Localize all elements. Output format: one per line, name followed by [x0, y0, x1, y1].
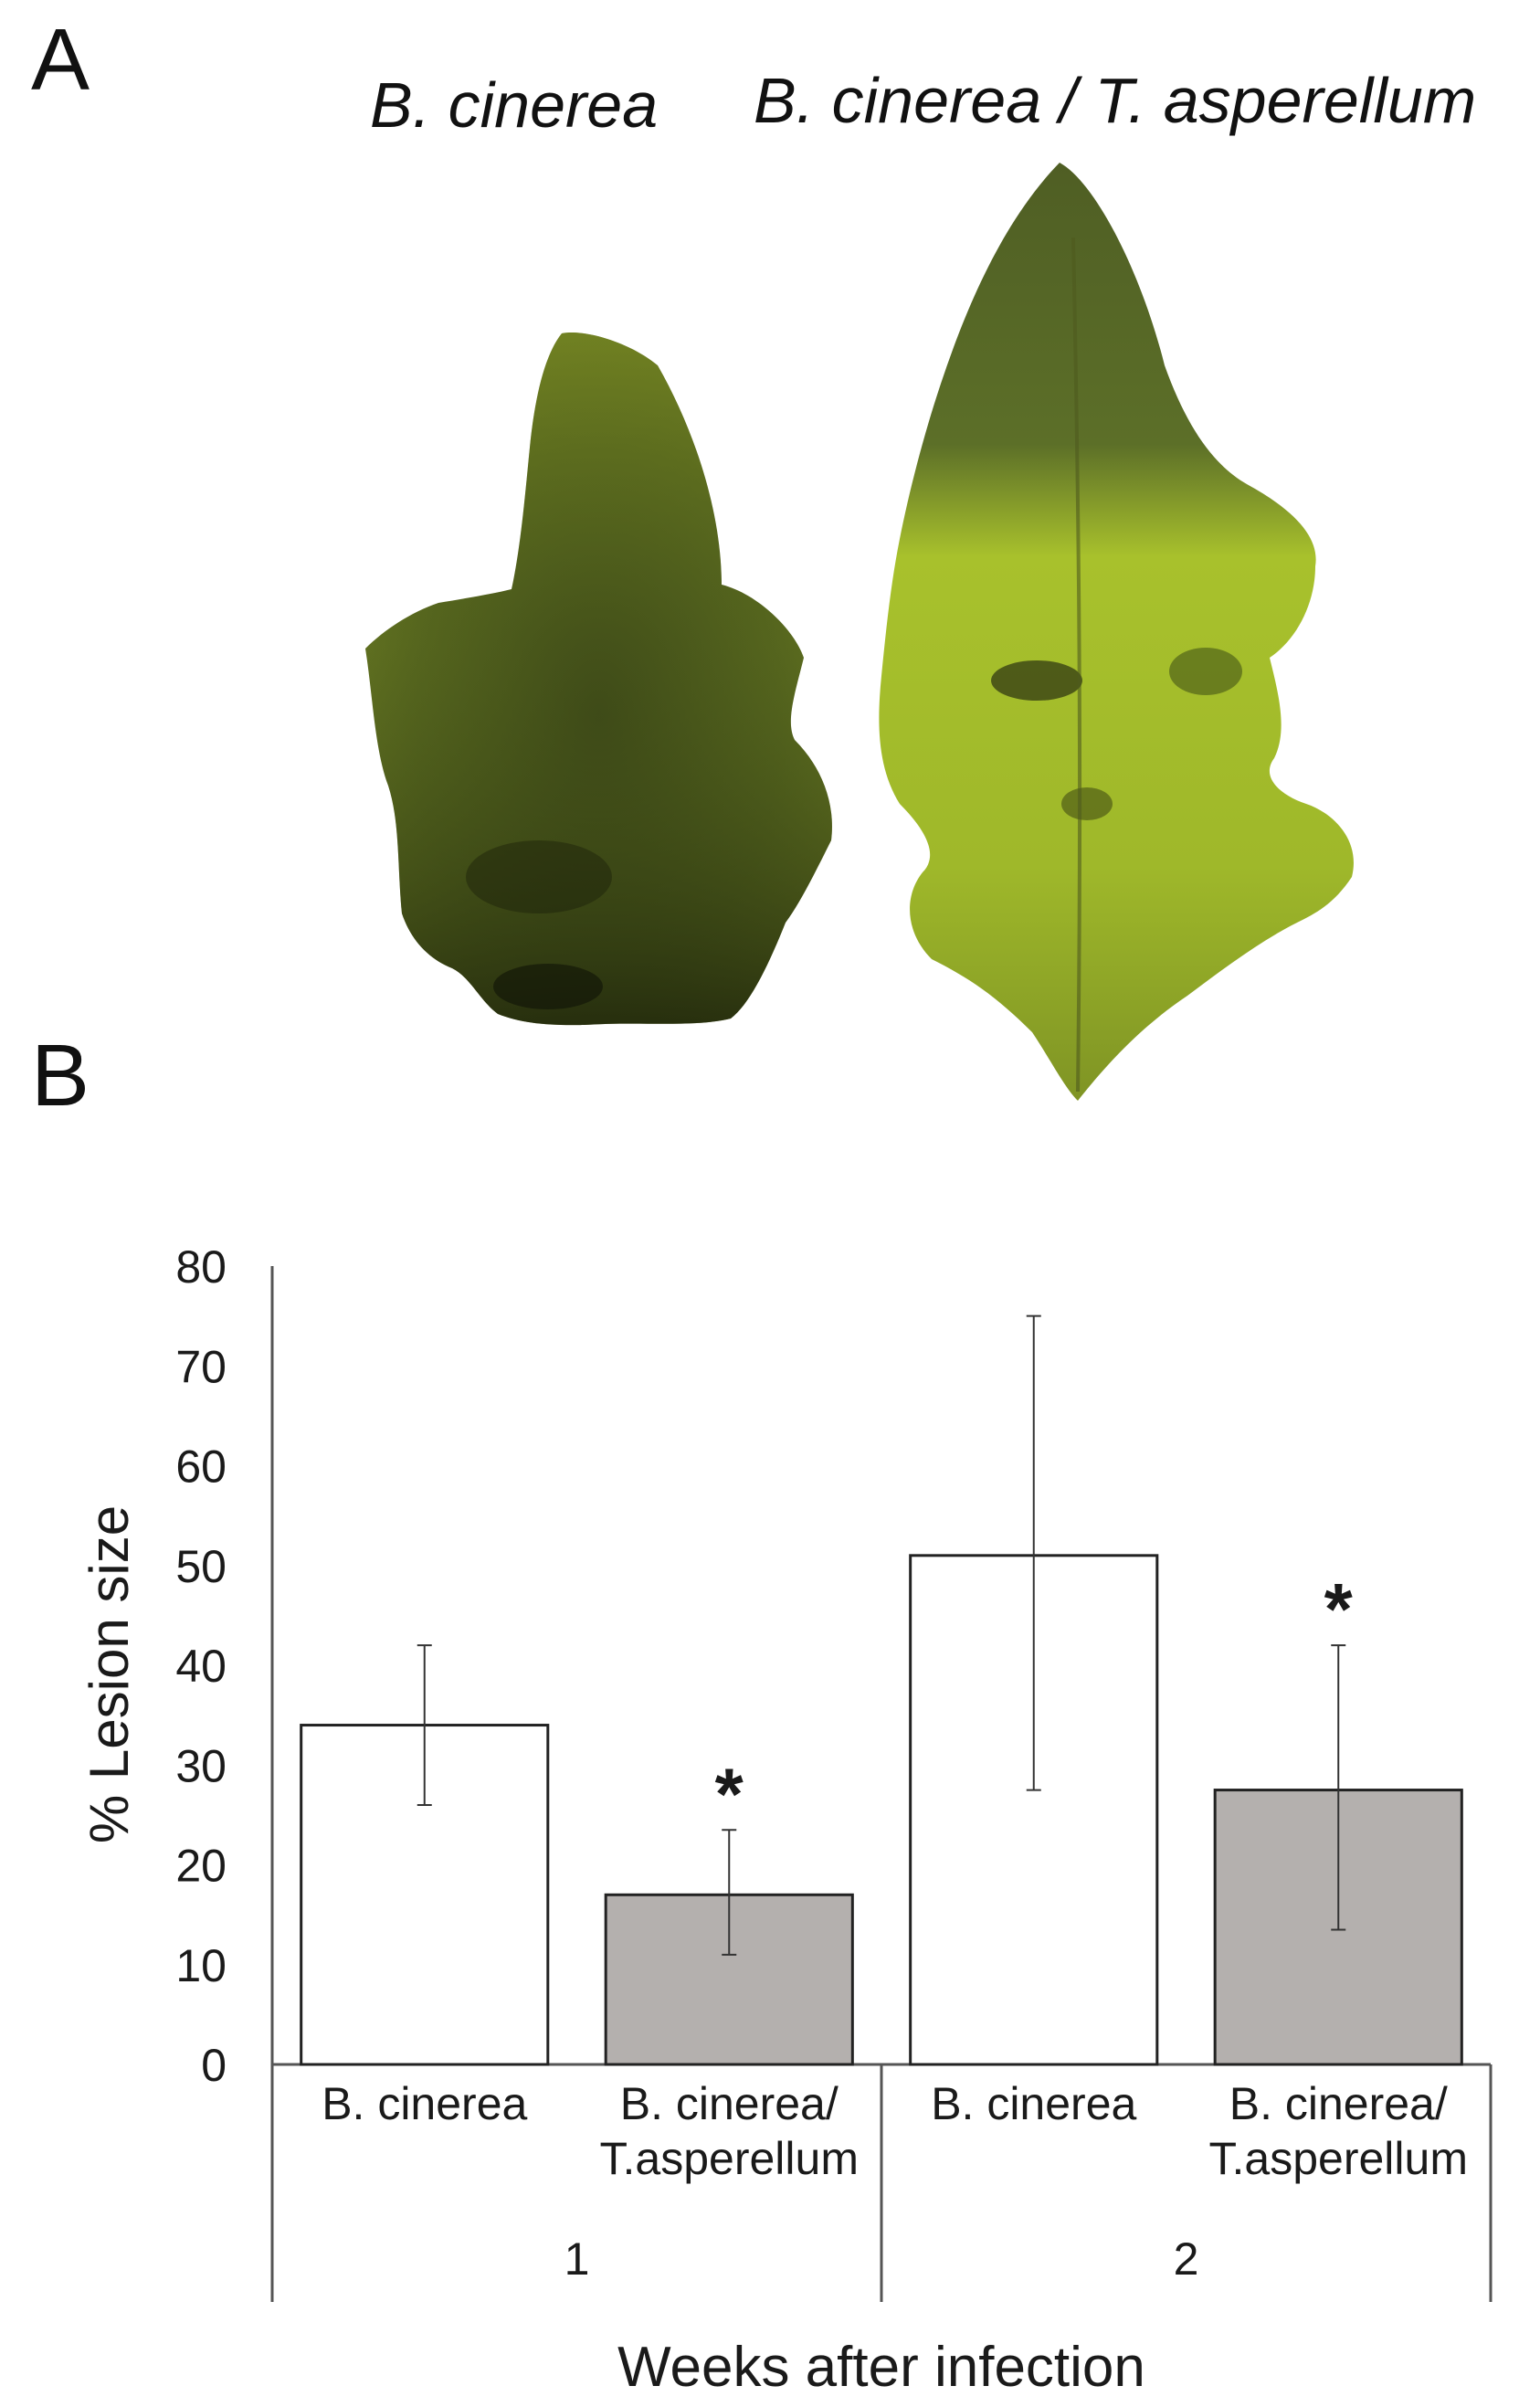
y-tick-label: 60: [175, 1441, 227, 1493]
y-tick-label: 30: [175, 1740, 227, 1791]
leaf-left-label: B. cinerea: [370, 69, 659, 141]
category-tick-label: T.asperellum: [1209, 2133, 1468, 2184]
y-tick-label: 20: [175, 1841, 227, 1892]
significance-marker: *: [1324, 1568, 1354, 1650]
leaf-right-label: B. cinerea / T. asperellum: [754, 65, 1477, 136]
category-tick-label: B. cinerea: [931, 2078, 1136, 2129]
y-tick-label: 50: [175, 1541, 227, 1592]
panel-a-letter: A: [31, 11, 90, 109]
leaf-botrytis-trichoderma: [879, 163, 1354, 1101]
leaf-photographs: [365, 163, 1354, 1101]
category-tick-label: B. cinerea/: [620, 2078, 839, 2129]
group-tick-label: 2: [1174, 2233, 1199, 2285]
y-tick-label: 40: [175, 1641, 227, 1692]
significance-marker: *: [715, 1753, 744, 1834]
y-tick-label: 80: [175, 1241, 227, 1293]
y-axis-title: % Lesion size: [79, 1505, 140, 1843]
category-tick-label: B. cinerea/: [1229, 2078, 1448, 2129]
group-tick-label: 1: [564, 2233, 590, 2285]
x-axis-title: Weeks after infection: [617, 2336, 1145, 2399]
y-tick-label: 10: [175, 1940, 227, 1991]
leaf-botrytis-only: [365, 333, 832, 1026]
y-tick-label: 70: [175, 1341, 227, 1392]
panel-b-letter: B: [31, 1027, 90, 1124]
y-tick-label: 0: [201, 2040, 227, 2091]
category-tick-label: T.asperellum: [600, 2133, 859, 2184]
category-tick-label: B. cinerea: [322, 2078, 527, 2129]
